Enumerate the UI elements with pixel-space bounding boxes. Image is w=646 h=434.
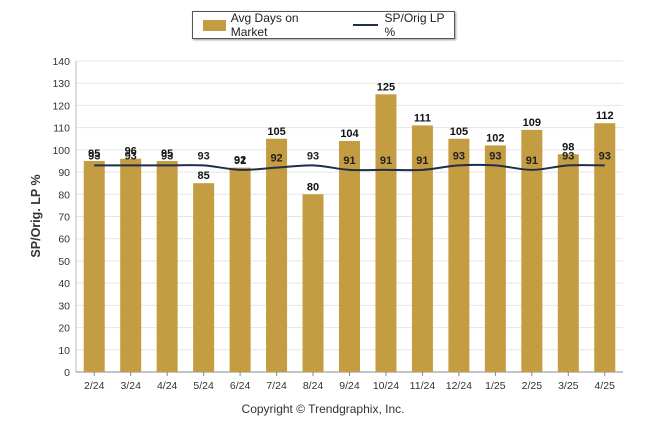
y-tick-label: 40 xyxy=(58,278,70,290)
line-data-label: 91 xyxy=(234,155,246,167)
bar xyxy=(411,125,433,373)
x-tick-label: 7/24 xyxy=(266,380,287,392)
legend-item-line: SP/Orig LP % xyxy=(343,11,454,39)
line-data-label: 91 xyxy=(343,155,355,167)
legend: Avg Days on Market SP/Orig LP % xyxy=(192,11,455,39)
bar-data-label: 80 xyxy=(307,181,319,193)
line-data-label: 92 xyxy=(270,153,282,165)
bar-data-label: 105 xyxy=(450,126,468,138)
bar xyxy=(557,154,579,372)
legend-label-bar: Avg Days on Market xyxy=(230,11,299,39)
x-tick-label: 2/24 xyxy=(84,380,105,392)
line-data-label: 93 xyxy=(489,150,501,162)
bar xyxy=(120,158,142,372)
legend-swatch-bar xyxy=(203,19,226,31)
line-data-label: 93 xyxy=(198,150,210,162)
bar-data-label: 102 xyxy=(486,132,504,144)
bar-data-label: 109 xyxy=(523,117,541,129)
series-line xyxy=(94,163,605,172)
bar-data-label: 85 xyxy=(198,170,210,182)
bar-data-label: 92 xyxy=(234,155,246,167)
legend-item-bar: Avg Days on Market xyxy=(203,11,333,39)
y-tick-label: 70 xyxy=(58,212,70,224)
x-tick-label: 1/25 xyxy=(485,380,506,392)
line-data-label: 91 xyxy=(416,155,428,167)
line-data-label: 93 xyxy=(88,150,100,162)
y-tick-label: 120 xyxy=(52,100,70,112)
x-tick-label: 9/24 xyxy=(339,380,360,392)
y-tick-label: 20 xyxy=(58,323,70,335)
x-tick-label: 11/24 xyxy=(410,380,436,392)
copyright-footer: Copyright © Trendgraphix, Inc. xyxy=(241,402,405,416)
x-tick-label: 4/25 xyxy=(595,380,616,392)
x-tick-label: 10/24 xyxy=(373,380,399,392)
line-data-label: 93 xyxy=(125,150,137,162)
bar xyxy=(83,160,105,372)
line-data-label: 93 xyxy=(599,150,611,162)
y-tick-label: 30 xyxy=(58,300,70,312)
bar xyxy=(193,183,215,372)
x-tick-label: 3/25 xyxy=(558,380,579,392)
y-tick-label: 0 xyxy=(64,367,70,379)
y-tick-label: 130 xyxy=(52,78,70,90)
y-tick-label: 80 xyxy=(58,189,70,201)
bar xyxy=(302,194,324,372)
y-tick-label: 50 xyxy=(58,256,70,268)
x-tick-label: 5/24 xyxy=(193,380,214,392)
legend-swatch-line xyxy=(353,24,378,26)
line-data-label: 93 xyxy=(161,150,173,162)
bar-data-label: 98 xyxy=(562,141,574,153)
bar xyxy=(521,129,543,372)
line-data-label: 91 xyxy=(380,155,392,167)
bar xyxy=(375,94,397,373)
bar-data-label: 96 xyxy=(125,146,137,158)
legend-label-line: SP/Orig LP % xyxy=(384,11,445,39)
bar-data-label: 95 xyxy=(161,148,173,160)
bar-data-label: 104 xyxy=(340,128,359,140)
x-tick-label: 4/24 xyxy=(157,380,178,392)
x-tick-label: 3/24 xyxy=(120,380,141,392)
bar xyxy=(339,140,360,372)
y-tick-label: 10 xyxy=(58,345,70,357)
x-tick-label: 6/24 xyxy=(230,380,251,392)
y-tick-label: 100 xyxy=(52,145,70,157)
bar-data-label: 105 xyxy=(267,126,285,138)
bar-data-label: 112 xyxy=(596,110,614,122)
bar-data-label: 111 xyxy=(414,112,431,124)
y-tick-label: 110 xyxy=(53,123,70,135)
bar xyxy=(229,167,251,372)
y-tick-label: 60 xyxy=(58,234,70,246)
y-tick-label: 90 xyxy=(58,167,70,179)
line-data-label: 93 xyxy=(562,150,574,162)
line-data-label: 93 xyxy=(453,150,465,162)
line-data-label: 91 xyxy=(526,155,538,167)
y-axis-title: SP/Orig. LP % xyxy=(29,174,43,258)
bar-data-label: 125 xyxy=(377,81,395,93)
x-tick-label: 12/24 xyxy=(446,380,472,392)
bar xyxy=(594,123,616,372)
bar xyxy=(156,160,178,372)
bar xyxy=(484,145,506,372)
y-tick-label: 140 xyxy=(52,56,70,68)
x-tick-label: 2/25 xyxy=(522,380,543,392)
bar-data-label: 95 xyxy=(88,148,100,160)
bar xyxy=(448,138,470,372)
bar xyxy=(266,138,288,372)
x-tick-label: 8/24 xyxy=(303,380,324,392)
line-data-label: 93 xyxy=(307,150,319,162)
